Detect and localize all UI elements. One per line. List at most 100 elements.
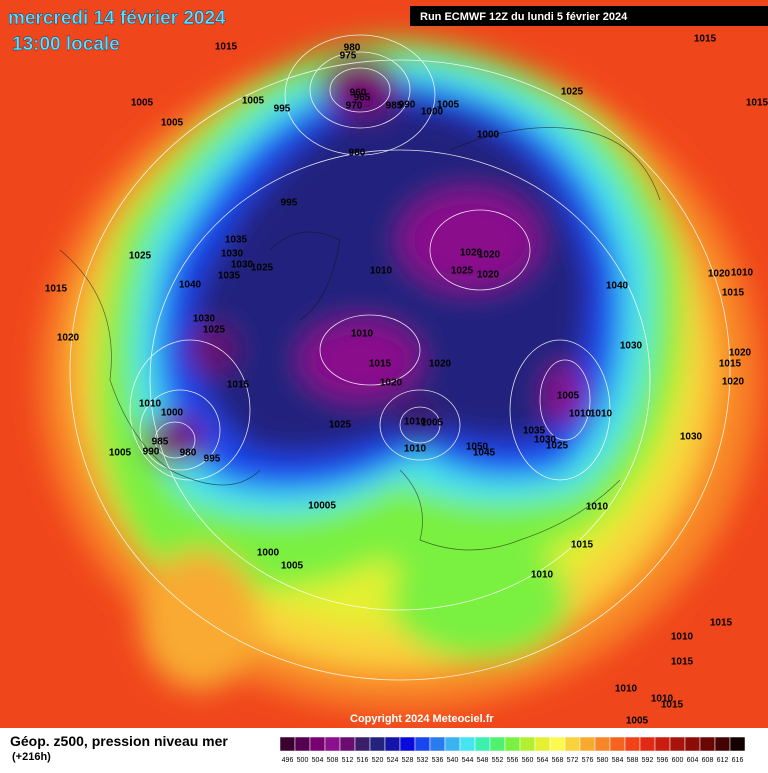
isobar-label: 1020 <box>708 269 731 280</box>
color-swatch <box>444 736 461 752</box>
isobar-label: 970 <box>346 101 363 112</box>
isobar-label: 960 <box>350 88 367 99</box>
scale-label: 580 <box>597 757 609 764</box>
isobar-label: 980 <box>349 148 366 159</box>
scale-label: 604 <box>687 757 699 764</box>
isobar-label: 1050 <box>466 442 489 453</box>
isobar-label: 975 <box>340 51 357 62</box>
scale-label: 584 <box>612 757 624 764</box>
color-swatch <box>684 736 701 752</box>
isobar-label: 1005 <box>242 96 265 107</box>
color-swatch <box>354 736 371 752</box>
isobar-label: 1020 <box>380 378 403 389</box>
isobar-label: 1000 <box>257 548 280 559</box>
isobar-label: 965 <box>354 93 371 104</box>
isobar-label: 1010 <box>569 409 592 420</box>
scale-label: 532 <box>417 757 429 764</box>
isobar-label: 1000 <box>161 408 184 419</box>
color-swatch <box>549 736 566 752</box>
isobar-label: 1000 <box>477 130 500 141</box>
isobar-label: 1005 <box>109 448 132 459</box>
isobar-label: 1030 <box>534 435 557 446</box>
color-swatch <box>669 736 686 752</box>
isobar-label: 1010 <box>351 329 374 340</box>
scale-label: 576 <box>582 757 594 764</box>
scale-label: 500 <box>297 757 309 764</box>
scale-label: 564 <box>537 757 549 764</box>
isobar-label: 1030 <box>620 341 643 352</box>
color-swatch <box>609 736 626 752</box>
isobar-label: 10005 <box>308 501 336 512</box>
scale-label: 588 <box>627 757 639 764</box>
scale-label: 524 <box>387 757 399 764</box>
isobar-label: 1025 <box>546 441 569 452</box>
run-info: Run ECMWF 12Z du lundi 5 février 2024 <box>420 11 628 23</box>
isobar-label: 1025 <box>203 325 226 336</box>
color-swatch <box>504 736 521 752</box>
scale-label: 540 <box>447 757 459 764</box>
isobar-label: 1010 <box>590 409 613 420</box>
geopotential-field <box>40 40 760 710</box>
copyright: Copyright 2024 Meteociel.fr <box>350 713 494 725</box>
legend-subtitle: (+216h) <box>12 751 51 763</box>
isobar-label: 1020 <box>460 248 483 259</box>
color-swatch <box>414 736 431 752</box>
isobar-label: 1020 <box>477 270 500 281</box>
isobars <box>69 34 731 681</box>
date-title: mercredi 14 février 2024 <box>8 8 226 29</box>
isobar-label: 1005 <box>421 418 444 429</box>
color-swatch <box>429 736 446 752</box>
color-swatch <box>624 736 641 752</box>
scale-label: 560 <box>522 757 534 764</box>
isobar-label: 1005 <box>626 716 649 727</box>
scale-label: 528 <box>402 757 414 764</box>
isobar-label: 1020 <box>57 333 80 344</box>
isobar-label: 980 <box>344 43 361 54</box>
isobar-label: 1015 <box>671 657 694 668</box>
isobar-label: 1025 <box>329 420 352 431</box>
isobar-label: 1030 <box>221 249 244 260</box>
color-swatch <box>369 736 386 752</box>
isobar-label: 1015 <box>369 359 392 370</box>
isobar-label: 1010 <box>370 266 393 277</box>
color-scale: 496 500 504 508 512 516 520 524 528 532 536 540 544 5… <box>279 736 746 764</box>
isobar-label: 1035 <box>218 271 241 282</box>
legend-title: Géop. z500, pression niveau mer <box>10 733 228 749</box>
color-swatch <box>534 736 551 752</box>
scale-label: 572 <box>567 757 579 764</box>
color-swatch <box>714 736 731 752</box>
color-swatch <box>324 736 341 752</box>
color-swatch <box>639 736 656 752</box>
scale-label: 516 <box>357 757 369 764</box>
isobar-label: 1010 <box>586 502 609 513</box>
isobar-label: 1005 <box>161 118 184 129</box>
scale-label: 504 <box>312 757 324 764</box>
isobar-label: 1010 <box>531 570 554 581</box>
scale-label: 536 <box>432 757 444 764</box>
isobar-label: 1010 <box>671 632 694 643</box>
isobar-label: 1030 <box>193 314 216 325</box>
isobar-label: 990 <box>143 447 160 458</box>
isobar-label: 985 <box>152 437 169 448</box>
isobar-label: 1045 <box>473 448 496 459</box>
scale-label: 544 <box>462 757 474 764</box>
time-title: 13:00 locale <box>12 34 120 55</box>
color-swatch <box>294 736 311 752</box>
isobar-label: 1030 <box>680 432 703 443</box>
color-swatch <box>474 736 491 752</box>
color-swatch <box>459 736 476 752</box>
isobar-label: 995 <box>281 198 298 209</box>
isobar-label: 1025 <box>129 251 152 262</box>
coastlines <box>59 127 661 551</box>
color-swatch <box>309 736 326 752</box>
isobar-label: 985 <box>386 101 403 112</box>
isobar-label: 980 <box>180 448 197 459</box>
isobar-label: 1030 <box>231 260 254 271</box>
isobar-label: 1040 <box>606 281 629 292</box>
isobar-label: 1025 <box>251 263 274 274</box>
color-swatch <box>654 736 671 752</box>
isobar-label: 1010 <box>404 417 427 428</box>
isobar-label: 1010 <box>404 444 427 455</box>
isobar-label: 1005 <box>281 561 304 572</box>
